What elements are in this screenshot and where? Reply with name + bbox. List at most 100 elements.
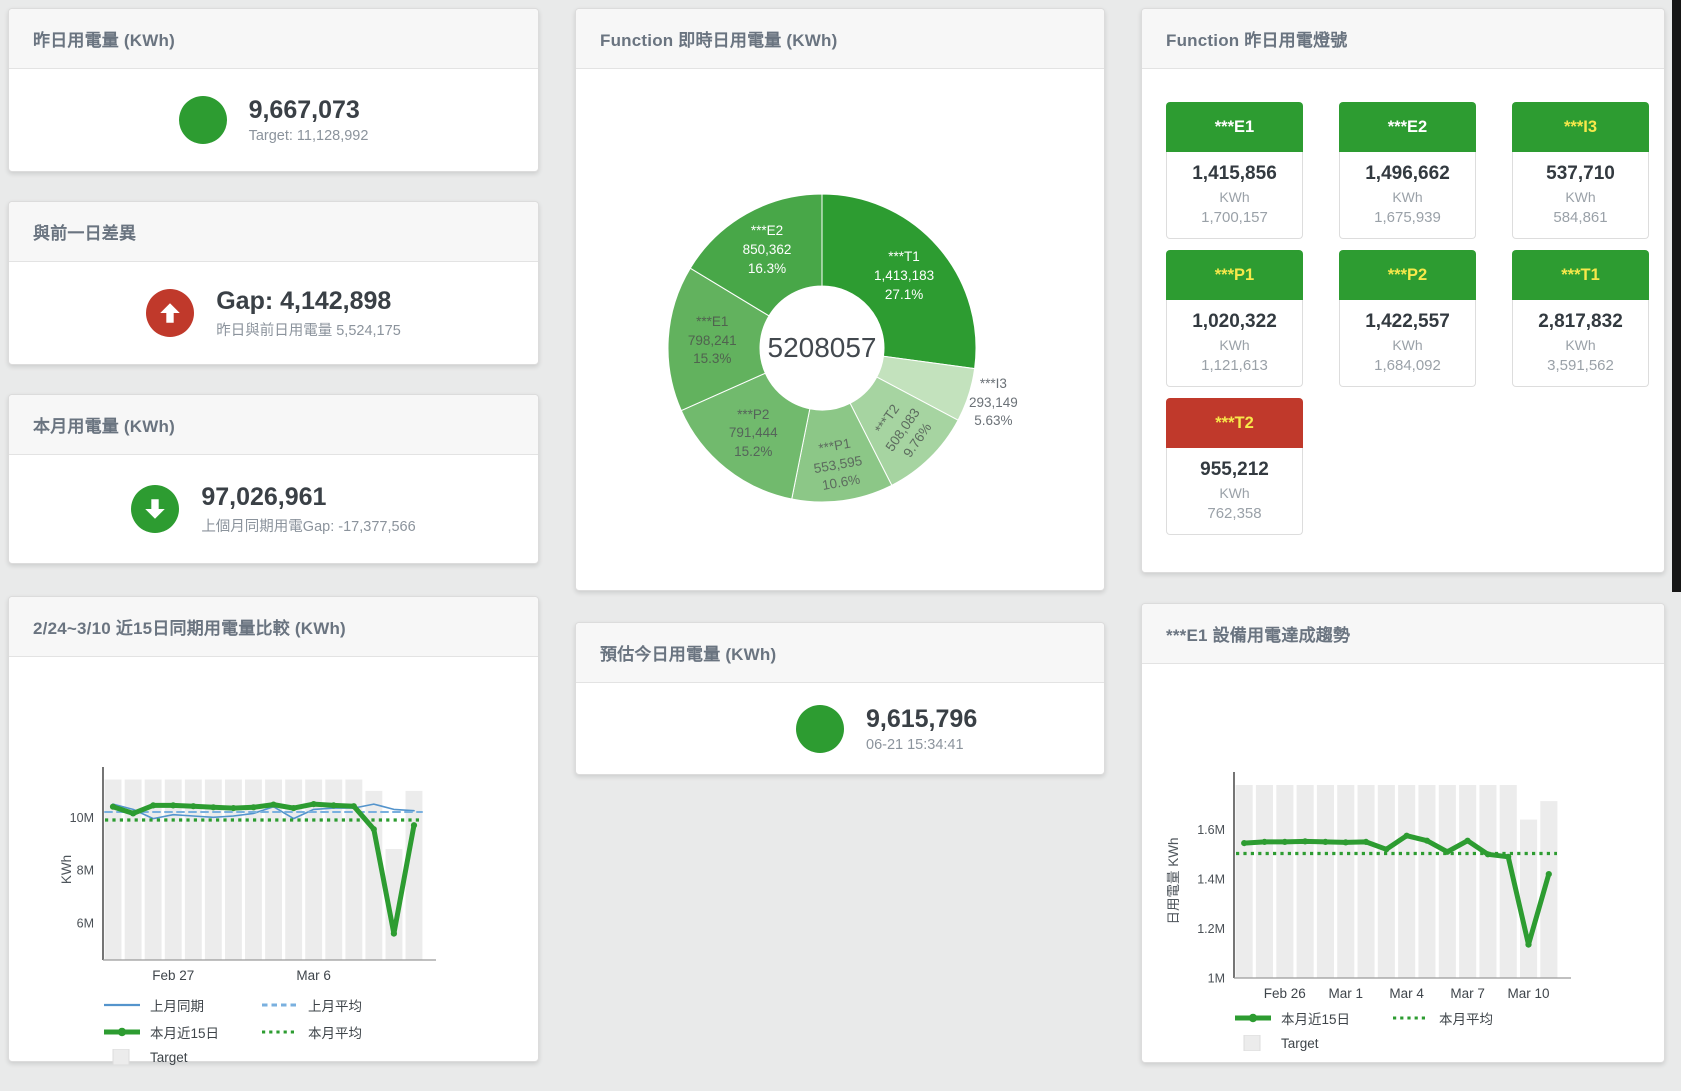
panel-15day-comparison-chart: 2/24~3/10 近15日同期用電量比較 (KWh) 6M 8M 10M Feb 2… [8, 596, 539, 1065]
tile-value: 1,415,856 [1192, 163, 1277, 184]
up-arrow-icon [146, 289, 195, 337]
device-tile[interactable]: ***P1 1,020,322 KWh 1,121,613 [1166, 250, 1303, 387]
panel-header[interactable]: ***E1 設備用電達成趨勢 [1142, 604, 1664, 664]
stat-row: Gap: 4,142,898 昨日與前日用電量 5,524,175 [9, 262, 538, 364]
tile-value: 1,422,557 [1365, 311, 1450, 332]
legend-item[interactable]: Target [103, 1049, 261, 1065]
legend-swatch-dashed-icon [262, 1003, 298, 1007]
target-bar [1337, 785, 1355, 978]
target-bar [245, 779, 262, 960]
legend-item[interactable]: Target [1234, 1035, 1392, 1051]
panel-realtime-usage-donut: Function 即時日用電量 (KWh) ***T1 1,413,183 27.1… [575, 8, 1105, 591]
panel-title: 預估今日用電量 (KWh) [600, 645, 777, 664]
device-tile[interactable]: ***T2 955,212 KWh 762,358 [1166, 398, 1303, 535]
panel-estimated-today-usage: 預估今日用電量 (KWh) 9,615,796 06-21 15:34:41 [575, 622, 1105, 775]
donut-svg [667, 193, 977, 503]
panel-header[interactable]: 與前一日差異 [9, 202, 538, 262]
series-point [330, 802, 337, 809]
target-bar [1316, 785, 1334, 978]
tile-unit: KWh [1219, 337, 1250, 353]
panel-yesterday-status-lights: Function 昨日用電燈號 ***E1 1,415,856 KWh 1,700,1… [1141, 8, 1665, 573]
series-point [190, 803, 197, 810]
legend-item[interactable]: 上月同期 [103, 995, 261, 1015]
target-bar [1479, 785, 1497, 978]
panel-header[interactable]: 2/24~3/10 近15日同期用電量比較 (KWh) [9, 597, 538, 657]
stat-subtitle: 昨日與前日用電量 5,524,175 [216, 322, 401, 339]
series-line [1241, 833, 1552, 948]
target-bar [1438, 785, 1456, 978]
legend-item[interactable]: 本月近15日 [103, 1022, 261, 1042]
y-tick-label: 10M [70, 811, 94, 825]
target-bar [305, 779, 323, 960]
tile-body: 2,817,832 KWh 3,591,562 [1512, 300, 1649, 387]
tile-status-header: ***E1 [1166, 102, 1303, 152]
panel-header[interactable]: 預估今日用電量 (KWh) [576, 623, 1104, 683]
y-tick-label: 1M [1208, 972, 1225, 986]
panel-header[interactable]: 本月用電量 (KWh) [9, 395, 538, 455]
legend-swatch-dotted-icon [262, 1030, 298, 1034]
tile-unit: KWh [1219, 485, 1250, 501]
tile-status-header: ***I3 [1512, 102, 1649, 152]
tile-value: 955,212 [1200, 459, 1269, 480]
legend-item[interactable]: 本月近15日 [1234, 1008, 1392, 1028]
series-point [310, 801, 317, 808]
series-point [1505, 853, 1512, 860]
series-point [170, 802, 177, 809]
tile-target-value: 1,675,939 [1374, 209, 1441, 226]
series-point [130, 810, 137, 817]
y-tick-label: 8M [77, 864, 94, 878]
x-tick-label: Mar 1 [1328, 986, 1363, 1001]
legend-item[interactable]: 本月平均 [261, 1022, 419, 1042]
tile-target-value: 1,700,157 [1201, 209, 1268, 226]
series-point [1281, 838, 1288, 845]
target-bar [1499, 785, 1517, 978]
tile-unit: KWh [1392, 189, 1423, 205]
target-bar [325, 779, 343, 960]
tile-unit: KWh [1392, 337, 1423, 353]
device-tile[interactable]: ***E2 1,496,662 KWh 1,675,939 [1339, 102, 1476, 239]
panel-header[interactable]: Function 昨日用電燈號 [1142, 9, 1664, 69]
stat-row: 97,026,961 上個月同期用電Gap: -17,377,566 [9, 455, 538, 563]
target-bar [1459, 785, 1477, 978]
panel-title: 昨日用電量 (KWh) [33, 31, 175, 50]
tile-status-header: ***T1 [1512, 250, 1649, 300]
series-point [210, 804, 217, 811]
down-arrow-icon [131, 485, 180, 533]
legend-label: Target [150, 1049, 188, 1065]
series-point [150, 802, 157, 809]
target-bar [104, 779, 122, 960]
e1-trend-line-chart: 1M 1.2M 1.4M 1.6M Feb 26 Mar 1 Mar 4 Mar 7 Mar 1… [1142, 664, 1664, 1004]
device-tile[interactable]: ***P2 1,422,557 KWh 1,684,092 [1339, 250, 1476, 387]
target-bar [124, 779, 142, 960]
legend-item[interactable]: 上月平均 [261, 995, 419, 1015]
tile-body: 1,496,662 KWh 1,675,939 [1339, 152, 1476, 239]
series-point [1362, 838, 1370, 845]
device-tile[interactable]: ***I3 537,710 KWh 584,861 [1512, 102, 1649, 239]
legend-label: 上月平均 [308, 999, 362, 1014]
series-point [410, 822, 418, 829]
device-tile[interactable]: ***T1 2,817,832 KWh 3,591,562 [1512, 250, 1649, 387]
series-point [1342, 839, 1349, 846]
target-bar [225, 779, 242, 960]
series-line [112, 803, 415, 820]
x-tick-label: Feb 26 [1264, 986, 1306, 1001]
target-bar [1235, 785, 1253, 978]
tile-unit: KWh [1565, 189, 1596, 205]
donut-slice [667, 267, 770, 412]
donut-slice [689, 193, 823, 317]
chart-legend: 上月同期 上月平均本月近15日 本月平均 Target [103, 995, 463, 1072]
stat-subtitle: 06-21 15:34:41 [866, 736, 964, 753]
series-point [109, 803, 117, 810]
target-bar [164, 779, 182, 960]
legend-item[interactable]: 本月平均 [1392, 1008, 1550, 1028]
target-bar [385, 849, 403, 960]
scrollbar-thumb[interactable] [1672, 0, 1681, 592]
legend-swatch-line-icon [104, 1003, 140, 1007]
panel-header[interactable]: Function 即時日用電量 (KWh) [576, 9, 1104, 69]
tile-status-header: ***E2 [1339, 102, 1476, 152]
panel-header[interactable]: 昨日用電量 (KWh) [9, 9, 538, 69]
legend-label: 本月近15日 [150, 1026, 220, 1041]
device-tile[interactable]: ***E1 1,415,856 KWh 1,700,157 [1166, 102, 1303, 239]
target-bar [144, 779, 162, 960]
panel-e1-trend-chart: ***E1 設備用電達成趨勢 1M 1.2M 1.4M 1.6M Feb 26 Mar 1… [1141, 603, 1665, 1063]
